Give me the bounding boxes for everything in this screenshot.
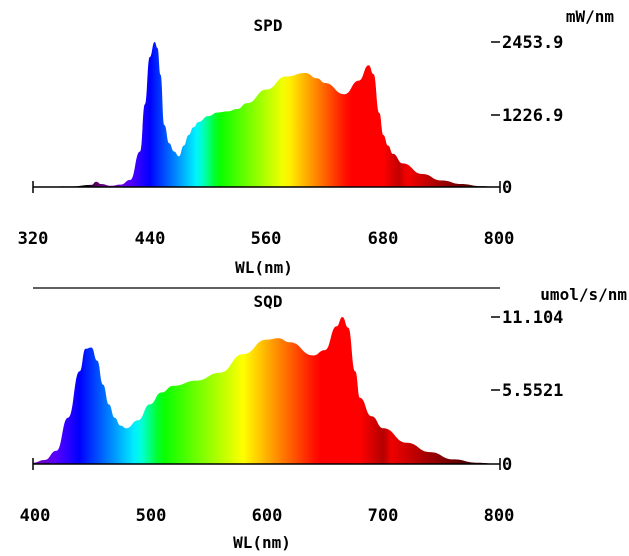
sqd-x-axis-label: WL(nm)	[233, 533, 291, 551]
spd-x-axis-label: WL(nm)	[235, 258, 293, 277]
sqd-y-tick-label-max: 11.104	[502, 308, 563, 328]
sqd-y-tick-label-zero: 0	[502, 455, 512, 475]
spd-x-tick-label-440: 440	[135, 229, 166, 249]
sqd-x-tick-label-500: 500	[136, 506, 167, 526]
sqd-x-tick-label-800: 800	[484, 506, 515, 526]
sqd-x-tick-label-400: 400	[20, 506, 51, 526]
spd-x-tick-label-680: 680	[368, 229, 399, 249]
spd-spectrum-area	[33, 42, 500, 187]
spd-chart: SPD mW/nm 2453.9 1226.9 0 320 440 560 68…	[18, 7, 615, 277]
spd-y-unit-label: mW/nm	[566, 7, 615, 26]
spd-x-tick-label-320: 320	[18, 229, 49, 249]
sqd-chart: SQD umol/s/nm 11.104 5.5521 0 400 500 60…	[20, 285, 628, 552]
spd-title: SPD	[254, 16, 283, 35]
spd-y-tick-label-mid: 1226.9	[502, 106, 563, 126]
spd-x-tick-label-560: 560	[251, 229, 282, 249]
sqd-title: SQD	[254, 292, 283, 311]
sqd-y-tick-label-mid: 5.5521	[502, 381, 563, 401]
spd-y-tick-label-zero: 0	[502, 178, 512, 198]
sqd-x-tick-label-600: 600	[252, 506, 283, 526]
spd-y-tick-label-max: 2453.9	[502, 33, 563, 53]
sqd-spectrum-area	[33, 317, 500, 464]
sqd-x-tick-label-700: 700	[368, 506, 399, 526]
spd-x-tick-label-800: 800	[484, 229, 515, 249]
sqd-y-unit-label: umol/s/nm	[540, 285, 627, 304]
